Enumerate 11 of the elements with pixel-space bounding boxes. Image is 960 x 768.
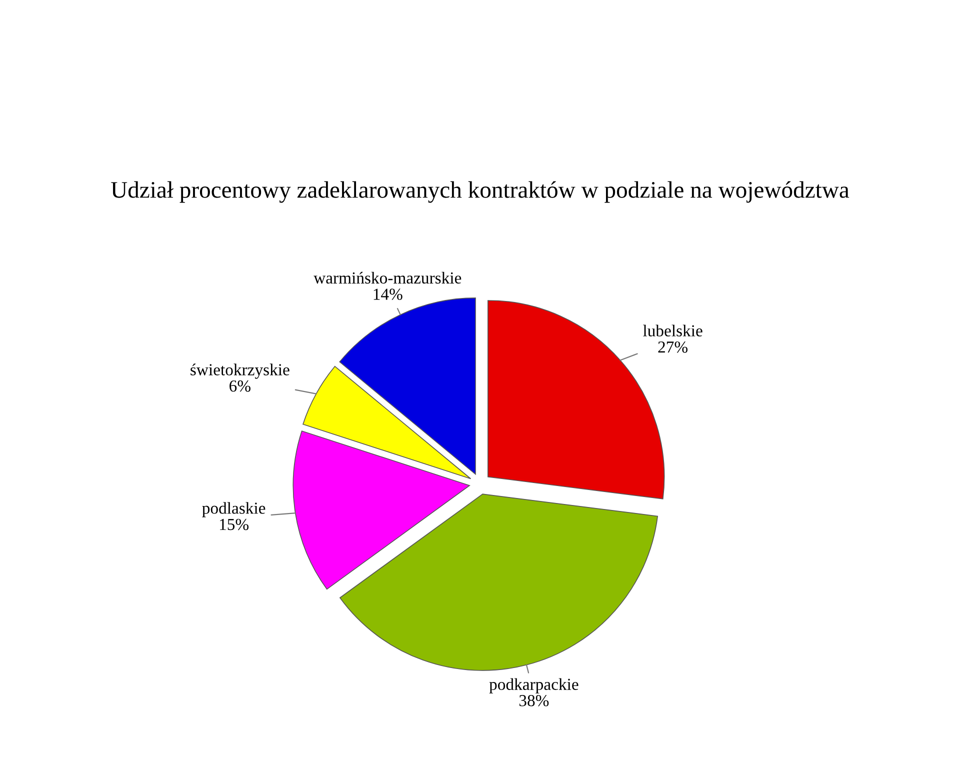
slice-label: warmińsko-mazurskie <box>314 272 462 284</box>
data-label: 6% <box>230 380 250 392</box>
data-label: 15% <box>220 518 249 530</box>
slice-label: podkarpackie <box>489 678 578 694</box>
slice-label: podlaskie <box>202 502 266 518</box>
data-label: 27% <box>658 341 688 353</box>
data-label: 38% <box>519 695 549 706</box>
chart-title: Udział procentowy zadeklarowanych kontraktów w podziale na województwa <box>111 181 850 203</box>
data-label: 14% <box>374 288 402 300</box>
slice-label: świetokrzyskie <box>190 364 290 379</box>
slice-label: lubelskie <box>643 324 702 336</box>
